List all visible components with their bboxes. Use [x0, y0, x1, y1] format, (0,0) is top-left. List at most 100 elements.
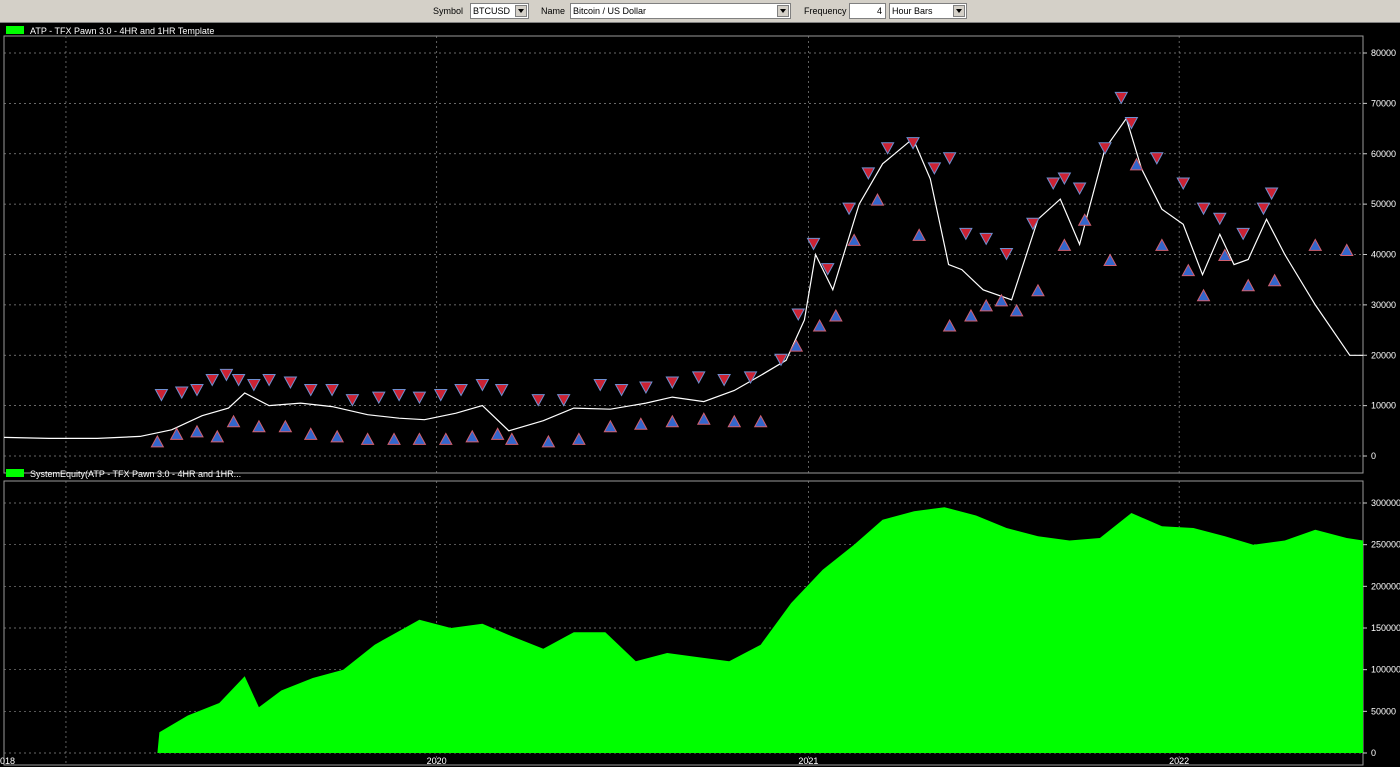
- buy-signal-triangle: [1129, 157, 1144, 171]
- buy-signal-triangle: [812, 318, 827, 332]
- sell-signal-triangle: [820, 263, 835, 276]
- frequency-unit-dropdown-icon[interactable]: [953, 5, 965, 17]
- price-y-tick-label: 30000: [1371, 300, 1396, 310]
- buy-signal-triangle: [1308, 238, 1323, 251]
- buy-signal-triangle: [847, 233, 861, 246]
- frequency-unit-select[interactable]: Hour Bars: [889, 3, 967, 19]
- buy-signal-triangle: [964, 308, 978, 322]
- buy-signal-triangle: [633, 417, 648, 430]
- sell-signal-triangle: [1098, 142, 1112, 155]
- x-tick-label: 2022: [1169, 756, 1189, 766]
- sell-signal-triangle: [959, 227, 973, 241]
- sell-signal-triangle: [791, 308, 806, 321]
- price-pane-title: ATP - TFX Pawn 3.0 - 4HR and 1HR Templat…: [30, 26, 214, 36]
- sell-signal-triangle: [556, 394, 571, 407]
- buy-signal-triangle: [1218, 248, 1232, 261]
- sell-signal-triangle: [880, 142, 895, 155]
- symbol-value: BTCUSD: [473, 6, 511, 16]
- sell-signal-triangle: [806, 237, 821, 251]
- sell-signals: [154, 91, 1279, 407]
- buy-signal-triangle: [603, 419, 618, 433]
- symbol-select[interactable]: BTCUSD: [470, 3, 529, 19]
- equity-y-axis: 0 50000 100000 150000 200000 250000 300000: [1363, 498, 1400, 758]
- sell-signal-triangle: [1256, 202, 1271, 216]
- equity-y-tick-label: 150000: [1371, 623, 1400, 633]
- sell-signal-triangle: [1212, 212, 1227, 226]
- sell-signal-triangle: [205, 373, 220, 387]
- buy-signal-triangle: [1057, 238, 1072, 251]
- buy-signal-triangle: [169, 427, 184, 440]
- price-y-tick-label: 80000: [1371, 48, 1396, 58]
- buy-signal-triangle: [1009, 303, 1024, 317]
- sell-signal-triangle: [412, 391, 427, 405]
- sell-signal-triangle: [1176, 177, 1191, 191]
- buy-signal-triangle: [412, 432, 427, 445]
- x-axis: 018 2020 2021 2022: [0, 756, 1189, 766]
- buy-signal-triangle: [1103, 253, 1117, 267]
- buy-signal-triangle: [665, 414, 680, 428]
- price-y-tick-label: 70000: [1371, 98, 1396, 108]
- buy-signal-triangle: [438, 432, 453, 445]
- sell-signal-triangle: [433, 389, 448, 402]
- buy-signal-triangle: [150, 434, 165, 448]
- buy-signal-triangle: [1196, 288, 1211, 302]
- symbol-label: Symbol: [433, 6, 464, 16]
- buy-signal-triangle: [942, 318, 957, 332]
- buy-signal-triangle: [870, 193, 885, 206]
- buy-signal-triangle: [979, 298, 994, 312]
- sell-signal-triangle: [979, 232, 994, 246]
- sell-signal-triangle: [861, 167, 876, 180]
- price-y-tick-label: 20000: [1371, 350, 1396, 360]
- sell-signal-triangle: [1026, 217, 1040, 231]
- name-value: Bitcoin / US Dollar: [573, 6, 647, 16]
- sell-signal-triangle: [942, 152, 957, 165]
- frequency-input[interactable]: 4: [849, 3, 886, 19]
- symbol-dropdown-icon[interactable]: [515, 5, 527, 17]
- sell-signal-triangle: [593, 378, 608, 392]
- sell-signal-triangle: [219, 368, 234, 382]
- sell-signal-triangle: [475, 378, 490, 392]
- equity-pane: 0 50000 100000 150000 200000 250000 300000 Sys…: [3, 469, 1400, 766]
- sell-signal-triangle: [1236, 227, 1250, 241]
- price-y-tick-label: 50000: [1371, 199, 1396, 209]
- sell-signal-triangle: [999, 248, 1014, 261]
- sell-signal-triangle: [691, 371, 706, 384]
- price-pane: 0 10000 20000 30000 40000 50000 60000 70000 8000…: [3, 26, 1396, 474]
- price-y-tick-label: 0: [1371, 451, 1376, 461]
- sell-signal-triangle: [392, 389, 406, 402]
- x-tick-label: 2021: [798, 756, 818, 766]
- price-y-tick-label: 40000: [1371, 250, 1396, 260]
- sell-signal-triangle: [1114, 91, 1129, 105]
- sell-signal-triangle: [494, 384, 509, 397]
- sell-signal-triangle: [454, 384, 468, 397]
- equity-y-tick-label: 300000: [1371, 498, 1400, 508]
- buy-signal-triangle: [912, 228, 926, 241]
- name-dropdown-icon[interactable]: [777, 5, 789, 17]
- equity-area: [4, 507, 1363, 753]
- sell-signal-triangle: [1072, 182, 1087, 196]
- name-select[interactable]: Bitcoin / US Dollar: [570, 3, 791, 19]
- sell-signal-triangle: [1196, 202, 1211, 216]
- buy-signal-triangle: [505, 432, 519, 445]
- equity-y-tick-label: 200000: [1371, 581, 1400, 591]
- sell-signal-triangle: [262, 373, 276, 387]
- sell-signal-triangle: [247, 378, 261, 392]
- equity-y-tick-label: 100000: [1371, 665, 1400, 675]
- sell-signal-triangle: [743, 371, 758, 384]
- buy-signal-triangle: [387, 432, 401, 445]
- sell-signal-triangle: [154, 389, 169, 402]
- buy-signal-triangle: [696, 412, 711, 425]
- x-tick-label: 2020: [427, 756, 447, 766]
- price-line: [3, 117, 1363, 439]
- buy-signal-triangle: [360, 432, 375, 445]
- sell-signal-triangle: [906, 137, 920, 150]
- buy-signal-triangle: [829, 308, 843, 322]
- equity-y-tick-label: 50000: [1371, 706, 1396, 716]
- sell-signal-triangle: [531, 394, 546, 407]
- buy-signal-triangle: [541, 434, 556, 448]
- equity-y-tick-label: 250000: [1371, 540, 1400, 550]
- x-tick-label: 018: [0, 756, 15, 766]
- sell-signal-triangle: [842, 202, 856, 216]
- sell-signal-triangle: [665, 376, 680, 390]
- sell-signal-triangle: [927, 162, 942, 175]
